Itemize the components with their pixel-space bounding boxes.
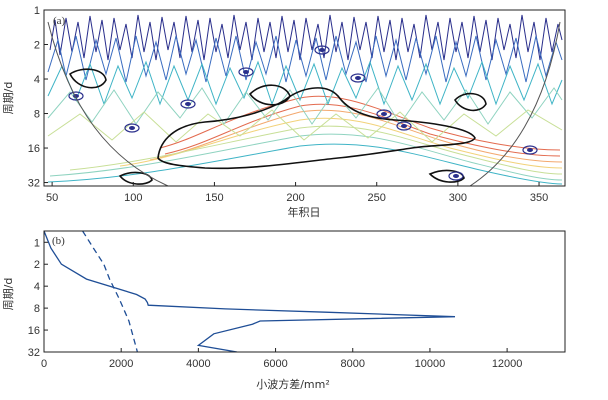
panel-a-ytick-label: 8 [34,109,40,121]
hotspot [355,76,361,80]
significance-region-2 [248,84,291,106]
panel-a-xtick-label: 100 [124,192,142,204]
contour-green-band [69,125,563,175]
contour-teal-band [49,133,563,181]
contour-orange-band [149,109,563,163]
panel-a-ytick-label: 32 [28,178,40,190]
panel-a-tag: (a) [53,15,66,27]
hotspot [396,121,412,131]
panel-a-frame [43,9,566,187]
hotspot [522,145,538,155]
panel-b-xtick-label: 8000 [340,358,364,370]
panel-a-xtick-label: 200 [286,192,304,204]
panel-a-xtick-label: 250 [368,192,386,204]
hotspot [124,123,140,133]
panel-b-plot-area [44,231,565,352]
significance-region-6 [428,169,465,183]
panel-a-xtick-label: 50 [46,192,58,204]
panel-a: 50 100 150 200 250 300 350 1 2 4 8 16 32 (a) 年积日 周期/… [2,5,566,219]
contours-short-period [47,14,563,143]
significance-region-3 [68,68,107,89]
hotspot [68,91,84,101]
panel-b-frame [43,230,566,353]
hotspot [185,102,191,106]
panel-b-xtick-label: 12000 [492,358,523,370]
hotspot [314,45,330,55]
hotspot [453,174,459,178]
panel-a-ylabel: 周期/d [2,82,15,115]
contours-long-period [47,95,563,185]
contour-yellowgreen-mid [47,109,563,143]
panel-b-ytick-label: 4 [34,281,40,293]
panel-b-ytick-label: 8 [34,303,40,315]
panel-b-ylabel: 周期/d [2,278,15,311]
contour-hotspots [68,45,538,181]
hotspot [238,67,254,77]
hotspot [401,124,407,128]
panel-b-xtick-label: 6000 [263,358,287,370]
hotspot [527,148,533,152]
panel-b-tag: (b) [52,235,65,247]
panel-b-xtick-label: 4000 [186,358,210,370]
hotspot [319,48,325,52]
significance-region-5 [118,171,153,185]
panel-b-ytick-label: 16 [28,325,40,337]
contour-red-band [159,95,561,151]
panel-a-plot-area [44,10,565,186]
panel-b-ytick-label: 32 [28,347,40,359]
panel-a-axes: 50 100 150 200 250 300 350 1 2 4 8 16 32 [28,5,548,204]
cone-of-influence [47,21,561,186]
panel-a-ytick-label: 16 [28,143,40,155]
panel-a-ytick-label: 4 [34,74,40,86]
panel-a-xlabel: 年积日 [288,205,321,219]
significance-contours [68,68,487,185]
hotspot [448,171,464,181]
contour-blue-mid [47,35,563,83]
panel-b-lines [44,231,456,352]
significance-region-main [157,87,476,170]
significance-region-4 [454,92,487,112]
contour-green-mid [47,87,563,125]
hotspot [180,99,196,109]
panel-b-xlabel: 小波方差/mm² [256,377,330,391]
panel-b-axes: 0 2000 4000 6000 8000 10000 12000 1 2 4 8 16 32 [28,237,523,370]
panel-a-contours [47,14,563,186]
panel-a-xtick-label: 350 [530,192,548,204]
panel-b-xtick-label: 2000 [109,358,133,370]
hotspot [350,73,366,83]
panel-a-ytick-label: 2 [34,40,40,52]
contour-cyan-band [47,143,563,185]
panel-a-xtick-label: 300 [449,192,467,204]
panel-b-ytick-label: 1 [34,237,40,249]
hotspot [376,109,392,119]
panel-a-ytick-label: 1 [34,5,40,17]
reference-dashed-line [82,231,139,352]
hotspot [129,126,135,130]
panel-b-ytick-label: 2 [34,259,40,271]
wavelet-variance-line [44,231,456,352]
panel-b-xtick-label: 0 [41,358,47,370]
contour-red-band-2 [164,103,561,157]
panel-b-xtick-label: 10000 [415,358,446,370]
panel-a-xtick-label: 150 [205,192,223,204]
hotspot [243,70,249,74]
hotspot [381,112,387,116]
contour-cyan-mid [47,60,563,106]
